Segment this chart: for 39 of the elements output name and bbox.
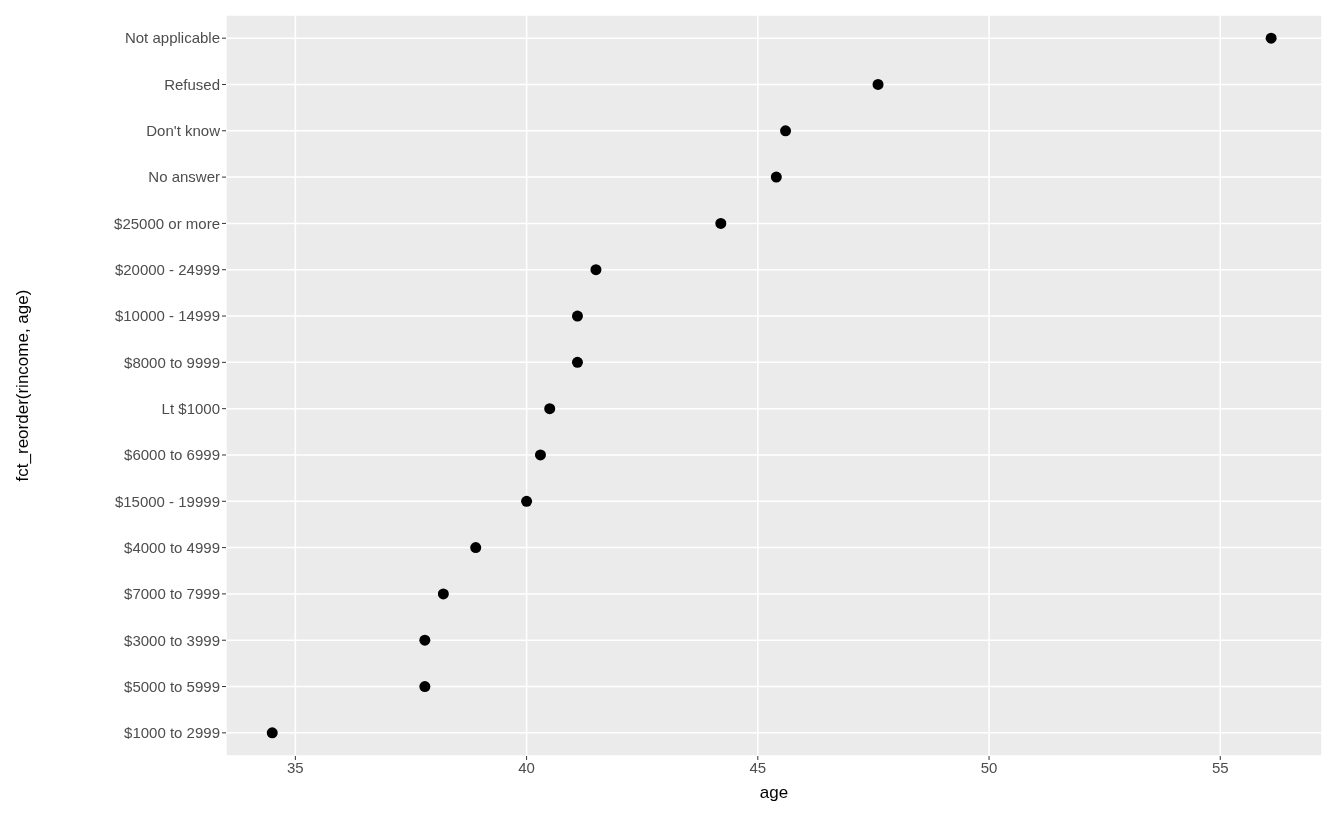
- point: [590, 264, 602, 276]
- point: [521, 495, 533, 507]
- point: [266, 727, 278, 739]
- point: [534, 449, 546, 461]
- x-tick-label: 35: [287, 758, 304, 776]
- x-axis-title: age: [759, 783, 789, 802]
- point: [470, 542, 482, 554]
- x-tick-label: 50: [980, 758, 998, 776]
- point: [437, 588, 449, 600]
- point: [571, 310, 583, 322]
- y-tick-label: $10000 - 14999: [114, 307, 220, 325]
- point: [419, 634, 431, 646]
- point: [770, 171, 782, 183]
- y-tick-label: Lt $1000: [161, 399, 220, 417]
- y-tick-label: $8000 to 9999: [124, 353, 220, 371]
- point: [1265, 32, 1277, 44]
- y-tick-label: $20000 - 24999: [114, 261, 220, 279]
- x-tick-label: 40: [518, 758, 535, 776]
- y-tick-label: $15000 - 19999: [114, 492, 220, 510]
- point: [544, 403, 556, 415]
- y-tick-label: $5000 to 5999: [124, 677, 220, 695]
- y-tick-label: Not applicable: [124, 29, 220, 47]
- y-tick-label: No answer: [148, 168, 220, 186]
- point: [780, 125, 792, 137]
- y-tick-label: Refused: [164, 75, 220, 93]
- point: [571, 356, 583, 368]
- x-tick-label: 45: [749, 758, 767, 776]
- y-tick-label: $3000 to 3999: [124, 631, 220, 649]
- y-tick-label: $6000 to 6999: [124, 446, 220, 464]
- x-tick-label: 55: [1211, 758, 1229, 776]
- y-tick-label: Don't know: [146, 122, 221, 140]
- point: [715, 217, 727, 229]
- y-tick-label: $1000 to 2999: [124, 724, 220, 742]
- y-axis-title: fct_reorder(rincome, age): [13, 289, 33, 482]
- y-tick-label: $7000 to 7999: [124, 585, 220, 603]
- y-tick-label: $4000 to 4999: [124, 538, 220, 556]
- point: [872, 78, 884, 90]
- point: [419, 681, 431, 693]
- y-tick-label: $25000 or more: [114, 214, 220, 232]
